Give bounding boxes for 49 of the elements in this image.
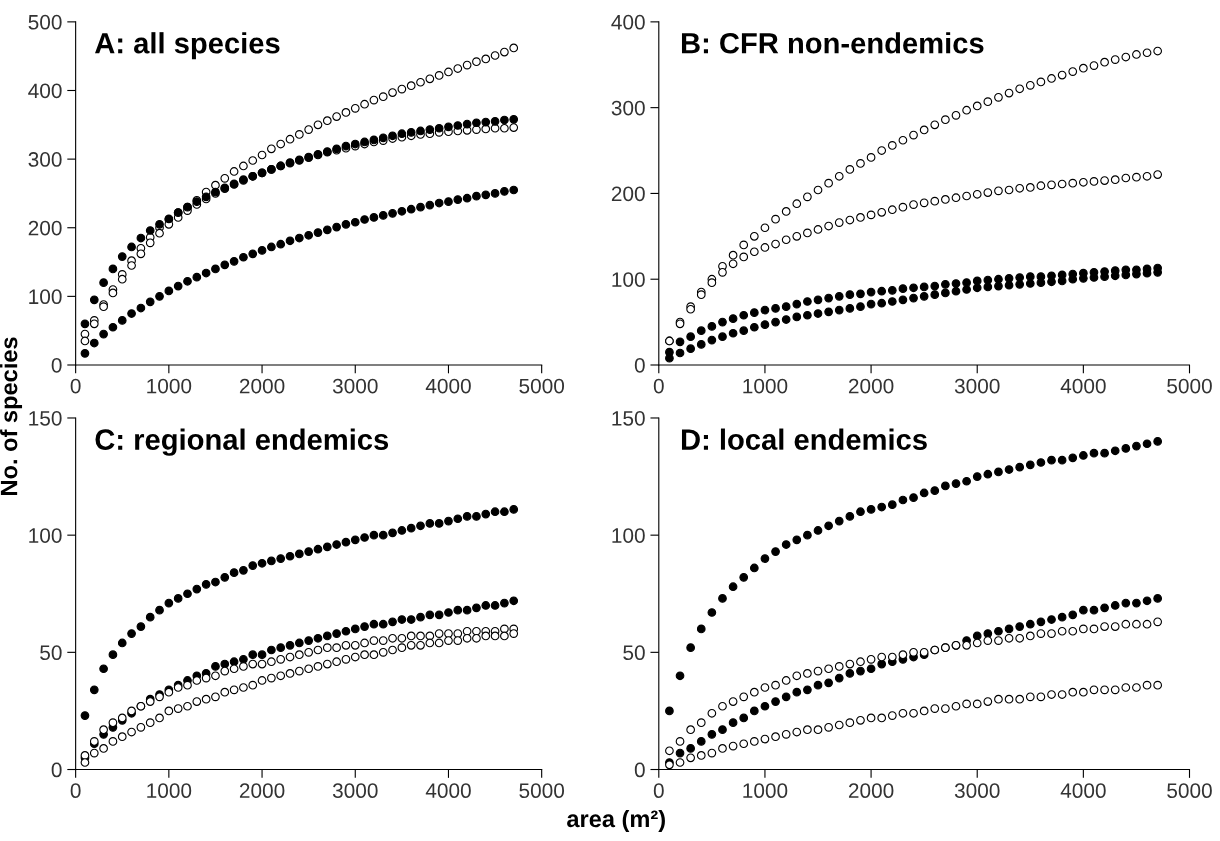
y-tick-label: 400 (611, 14, 645, 30)
y-tick-label: 0 (51, 358, 62, 373)
y-tick-label: 0 (634, 762, 645, 778)
x-tick-label: 3000 (332, 783, 378, 799)
x-tick-label: 2000 (848, 783, 894, 799)
x-tick-label: 5000 (519, 378, 565, 394)
x-tick-label: 2000 (239, 783, 285, 799)
y-tick-label: 150 (612, 410, 645, 426)
x-tick-label: 4000 (1060, 378, 1106, 394)
y-tick-label: 100 (612, 272, 645, 287)
x-tick-label: 2000 (239, 378, 285, 394)
x-tick-label: 5000 (1167, 783, 1212, 799)
y-tick-label: 100 (612, 528, 645, 543)
y-tick-label: 400 (28, 83, 62, 99)
x-tick-label: 3000 (954, 783, 1000, 799)
y-tick-label: 50 (40, 645, 62, 661)
x-tick-label: 3000 (332, 378, 378, 394)
x-tick-label: 0 (653, 378, 664, 394)
y-tick-label: 100 (29, 528, 62, 543)
x-tick-label: 5000 (1167, 378, 1212, 394)
y-tick-label: 0 (634, 358, 645, 373)
y-tick-label: 200 (611, 186, 645, 202)
chart-title: A: all species (95, 32, 280, 60)
x-tick-label: 0 (653, 783, 664, 799)
chart-title: C: regional endemics (95, 428, 389, 456)
y-tick-label: 150 (29, 410, 62, 426)
x-tick-label: 4000 (425, 378, 471, 394)
x-tick-label: 1000 (147, 378, 192, 394)
x-tick-label: 0 (70, 378, 81, 394)
x-tick-label: 1000 (147, 783, 192, 799)
x-tick-label: 1000 (743, 783, 788, 799)
y-tick-label: 0 (51, 762, 62, 778)
x-tick-label: 0 (70, 783, 81, 799)
x-tick-label: 1000 (743, 378, 788, 394)
x-tick-label: 3000 (954, 378, 1000, 394)
y-tick-label: 200 (28, 220, 62, 236)
chart-title: B: CFR non-endemics (681, 32, 984, 54)
y-tick-label: 50 (623, 645, 645, 661)
y-tick-label: 500 (28, 14, 62, 30)
chart-title: D: local endemics (681, 428, 927, 450)
x-axis-title: area (m²) (567, 809, 665, 832)
x-tick-label: 2000 (848, 378, 894, 394)
y-tick-label: 300 (28, 152, 62, 167)
y-axis-title: No. of species (0, 337, 23, 495)
x-tick-label: 5000 (519, 783, 565, 799)
y-tick-label: 100 (29, 289, 62, 305)
x-tick-label: 4000 (1060, 783, 1106, 799)
y-tick-label: 300 (611, 100, 645, 116)
x-tick-label: 4000 (425, 783, 471, 799)
